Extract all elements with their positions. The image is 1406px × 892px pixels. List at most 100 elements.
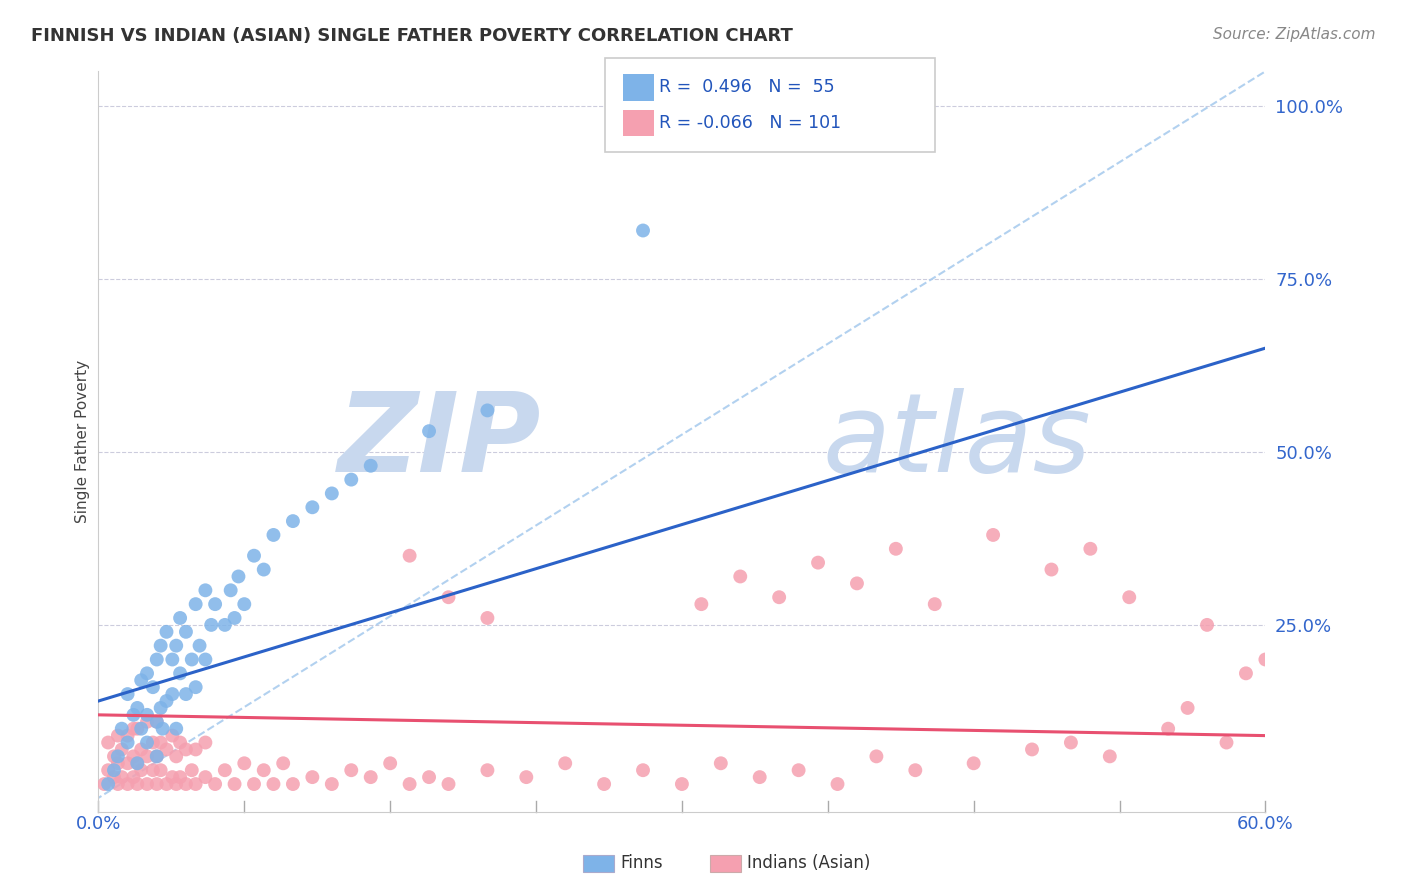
Point xyxy=(162,770,184,784)
Point xyxy=(155,694,177,708)
Point xyxy=(146,749,169,764)
Point xyxy=(281,777,304,791)
Point xyxy=(111,770,134,784)
Point xyxy=(865,749,887,764)
Point xyxy=(962,756,984,771)
Point xyxy=(360,770,382,784)
Point xyxy=(107,729,129,743)
Point xyxy=(169,770,191,784)
Point xyxy=(155,624,177,639)
Point xyxy=(174,742,197,756)
Point xyxy=(111,742,134,756)
Point xyxy=(321,777,343,791)
Point xyxy=(146,714,169,729)
Point xyxy=(924,597,946,611)
Point xyxy=(262,528,284,542)
Point xyxy=(129,763,152,777)
Point xyxy=(136,666,159,681)
Point xyxy=(253,763,276,777)
Point xyxy=(398,549,420,563)
Point xyxy=(233,597,256,611)
Point xyxy=(117,735,139,749)
Text: FINNISH VS INDIAN (ASIAN) SINGLE FATHER POVERTY CORRELATION CHART: FINNISH VS INDIAN (ASIAN) SINGLE FATHER … xyxy=(31,27,793,45)
Point xyxy=(149,639,172,653)
Point xyxy=(214,618,236,632)
Point xyxy=(117,687,139,701)
Point xyxy=(180,763,202,777)
Point xyxy=(184,680,207,694)
Point xyxy=(165,639,187,653)
Point xyxy=(1215,735,1237,749)
Point xyxy=(122,722,145,736)
Point xyxy=(884,541,907,556)
Point xyxy=(671,777,693,791)
Point xyxy=(398,777,420,791)
Point xyxy=(904,763,927,777)
Point xyxy=(136,707,159,722)
Point xyxy=(117,729,139,743)
Point xyxy=(136,714,159,729)
Point xyxy=(162,729,184,743)
Point xyxy=(103,749,125,764)
Text: Source: ZipAtlas.com: Source: ZipAtlas.com xyxy=(1212,27,1375,42)
Point xyxy=(690,597,713,611)
Point xyxy=(165,749,187,764)
Point xyxy=(142,763,165,777)
Point xyxy=(301,500,323,515)
Point xyxy=(262,777,284,791)
Point xyxy=(418,424,440,438)
Point xyxy=(380,756,402,771)
Point xyxy=(846,576,869,591)
Point xyxy=(233,756,256,771)
Point xyxy=(219,583,242,598)
Point xyxy=(162,687,184,701)
Text: Finns: Finns xyxy=(620,855,662,872)
Point xyxy=(149,701,172,715)
Point xyxy=(103,770,125,784)
Point xyxy=(122,770,145,784)
Point xyxy=(136,749,159,764)
Point xyxy=(1060,735,1083,749)
Point xyxy=(136,777,159,791)
Point xyxy=(97,735,120,749)
Point xyxy=(107,756,129,771)
Point xyxy=(184,777,207,791)
Point xyxy=(155,777,177,791)
Point xyxy=(169,611,191,625)
Point xyxy=(180,652,202,666)
Point xyxy=(188,639,211,653)
Point xyxy=(301,770,323,784)
Point xyxy=(228,569,250,583)
Point xyxy=(827,777,849,791)
Text: ZIP: ZIP xyxy=(339,388,541,495)
Point xyxy=(146,652,169,666)
Point xyxy=(146,749,169,764)
Text: R =  0.496   N =  55: R = 0.496 N = 55 xyxy=(659,78,835,96)
Point xyxy=(631,763,654,777)
Text: 60.0%: 60.0% xyxy=(1237,815,1294,833)
Point xyxy=(1080,541,1102,556)
Point xyxy=(184,597,207,611)
Point xyxy=(807,556,830,570)
Point xyxy=(418,770,440,784)
Y-axis label: Single Father Poverty: Single Father Poverty xyxy=(75,360,90,523)
Point xyxy=(730,569,752,583)
Point xyxy=(117,756,139,771)
Point xyxy=(437,777,460,791)
Point xyxy=(477,763,499,777)
Point xyxy=(360,458,382,473)
Point xyxy=(194,770,217,784)
Point xyxy=(710,756,733,771)
Point xyxy=(593,777,616,791)
Point xyxy=(122,749,145,764)
Text: Indians (Asian): Indians (Asian) xyxy=(747,855,870,872)
Point xyxy=(146,714,169,729)
Point xyxy=(127,756,149,771)
Point xyxy=(149,763,172,777)
Point xyxy=(129,742,152,756)
Point xyxy=(321,486,343,500)
Point xyxy=(271,756,294,771)
Point xyxy=(281,514,304,528)
Point xyxy=(129,673,152,688)
Point xyxy=(146,777,169,791)
